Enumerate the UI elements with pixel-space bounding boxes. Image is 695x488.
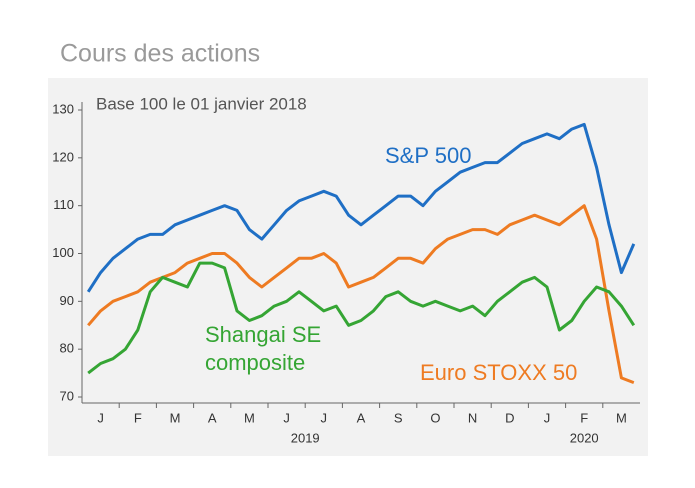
x-tick-label: F (134, 410, 142, 425)
series-label: Shangai SE composite (205, 322, 327, 375)
y-tick-label: 70 (60, 388, 74, 403)
series-label-line: composite (205, 350, 305, 375)
year-label: 2020 (570, 430, 599, 445)
x-tick-label: J (97, 410, 104, 425)
y-tick-label: 100 (52, 245, 74, 260)
series-line (86, 122, 636, 293)
y-tick-label: 120 (52, 149, 74, 164)
series-line (87, 261, 636, 375)
x-tick-label: A (208, 410, 217, 425)
chart-subtitle: Base 100 le 01 janvier 2018 (96, 94, 307, 113)
year-label: 2019 (291, 430, 320, 445)
x-tick-label: J (283, 410, 290, 425)
y-tick-label: 80 (60, 341, 74, 356)
series-label-line: Shangai SE (205, 322, 327, 347)
x-tick-label: M (170, 410, 181, 425)
x-tick-label: S (394, 410, 403, 425)
y-tick-label: 130 (52, 101, 74, 116)
chart-title: Cours des actions (60, 40, 260, 68)
x-tick-label: N (468, 410, 477, 425)
x-tick-label: A (357, 410, 366, 425)
y-tick-label: 110 (53, 197, 74, 212)
series-label: Euro STOXX 50 (420, 360, 577, 385)
x-tick-label: M (244, 410, 255, 425)
chart-background (48, 78, 648, 456)
x-tick-label: F (580, 410, 588, 425)
y-tick-label: 90 (60, 293, 74, 308)
x-tick-label: J (544, 410, 551, 425)
series-label: S&P 500 (385, 143, 471, 168)
x-tick-label: D (505, 410, 514, 425)
x-tick-label: J (321, 410, 328, 425)
series-line (87, 204, 635, 385)
x-tick-label: O (430, 410, 440, 425)
x-tick-label: M (616, 410, 627, 425)
